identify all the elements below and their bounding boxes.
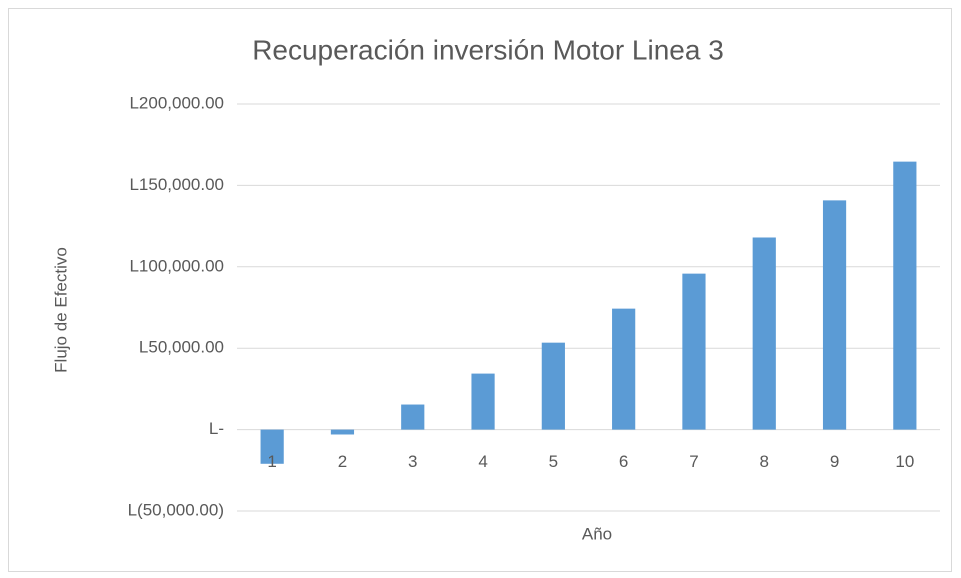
y-tick-label: L150,000.00 [129, 175, 224, 194]
x-tick-label: 2 [338, 452, 347, 471]
bar [471, 373, 495, 430]
x-tick-label: 8 [760, 452, 769, 471]
bar [612, 308, 636, 430]
x-tick-label: 7 [689, 452, 698, 471]
bar [330, 429, 355, 435]
x-tick-label: 6 [619, 452, 628, 471]
bar [541, 342, 565, 430]
bar [401, 404, 425, 430]
y-axis-title: Flujo de Efectivo [51, 247, 70, 373]
x-axis-title: Año [582, 524, 612, 543]
y-tick-label: L(50,000.00) [128, 500, 224, 519]
y-tick-label: L200,000.00 [129, 93, 224, 112]
chart-border [8, 8, 952, 572]
bar [682, 273, 706, 430]
bar [752, 237, 776, 430]
y-tick-label: L- [209, 419, 224, 438]
y-tick-label: L100,000.00 [129, 256, 224, 275]
chart-title: Recuperación inversión Motor Linea 3 [252, 34, 724, 65]
y-tick-label: L50,000.00 [139, 338, 224, 357]
x-tick-label: 10 [895, 452, 914, 471]
bar [822, 200, 847, 430]
bar [893, 161, 917, 430]
bar [260, 429, 284, 464]
x-tick-label: 4 [478, 452, 487, 471]
x-tick-label: 9 [830, 452, 839, 471]
x-tick-label: 5 [549, 452, 558, 471]
x-tick-label: 3 [408, 452, 417, 471]
x-tick-label: 1 [267, 452, 276, 471]
